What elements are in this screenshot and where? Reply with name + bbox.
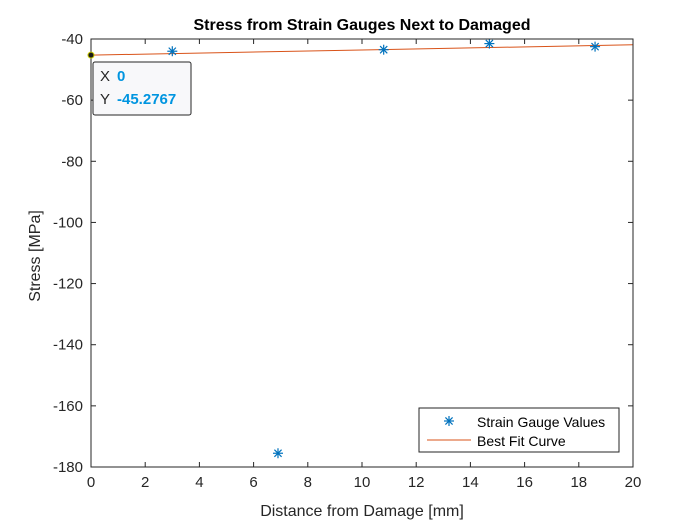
x-tick-label: 12 <box>408 474 425 491</box>
strain-gauge-point <box>378 44 389 55</box>
datatip-box <box>92 61 192 116</box>
legend-marker-strain-gauge <box>444 416 454 426</box>
x-tick-label: 6 <box>249 474 257 491</box>
y-tick-label: -60 <box>61 92 83 109</box>
x-tick-label: 4 <box>195 474 203 491</box>
best-fit-curve <box>90 44 634 56</box>
x-tick-label: 0 <box>87 474 95 491</box>
strain-gauge-point <box>167 46 178 57</box>
x-tick-label: 14 <box>462 474 479 491</box>
datatip[interactable]: X 0 Y -45.2767 <box>87 51 192 116</box>
y-tick-label: -100 <box>53 214 83 231</box>
x-tick-label: 2 <box>141 474 149 491</box>
marker-stroke <box>168 47 177 56</box>
y-tick-label: -180 <box>53 459 83 476</box>
datatip-x-key: X <box>100 68 110 85</box>
datatip-x-value: 0 <box>117 68 125 85</box>
marker-stroke <box>591 42 600 51</box>
strain-gauge-point <box>484 38 495 49</box>
y-tick-label: -160 <box>53 398 83 415</box>
legend-box <box>418 407 620 453</box>
datatip-y-value: -45.2767 <box>117 91 176 108</box>
x-tick-label: 18 <box>570 474 587 491</box>
y-tick-label: -40 <box>61 31 83 48</box>
marker-stroke <box>444 416 454 426</box>
x-tick-label: 16 <box>516 474 533 491</box>
legend-label-best-fit: Best Fit Curve <box>477 433 566 449</box>
y-tick-label: -80 <box>61 153 83 170</box>
legend-label-strain-gauge: Strain Gauge Values <box>477 414 605 430</box>
datatip-point[interactable] <box>87 51 95 59</box>
plot-area <box>90 38 634 459</box>
datatip-y-key: Y <box>100 91 110 108</box>
marker-stroke <box>485 39 494 48</box>
axes: 0 2 4 6 8 10 12 14 16 18 20 -40 -60 -80 -100 -120 -140 -1… <box>53 31 641 491</box>
x-axis-label: Distance from Damage [mm] <box>260 503 464 520</box>
marker-stroke <box>379 45 388 54</box>
y-tick-label: -140 <box>53 337 83 354</box>
strain-gauge-point <box>272 448 283 459</box>
x-tick-label: 10 <box>354 474 371 491</box>
strain-gauge-point <box>590 41 601 52</box>
marker-stroke <box>273 449 283 458</box>
chart-title: Stress from Strain Gauges Next to Damage… <box>194 17 531 34</box>
y-tick-label: -120 <box>53 276 83 293</box>
x-tick-label: 8 <box>304 474 312 491</box>
x-tick-label: 20 <box>625 474 642 491</box>
legend: Strain Gauge Values Best Fit Curve <box>418 407 620 453</box>
legend-asterisk <box>444 416 454 426</box>
y-axis-label: Stress [MPa] <box>27 210 44 302</box>
